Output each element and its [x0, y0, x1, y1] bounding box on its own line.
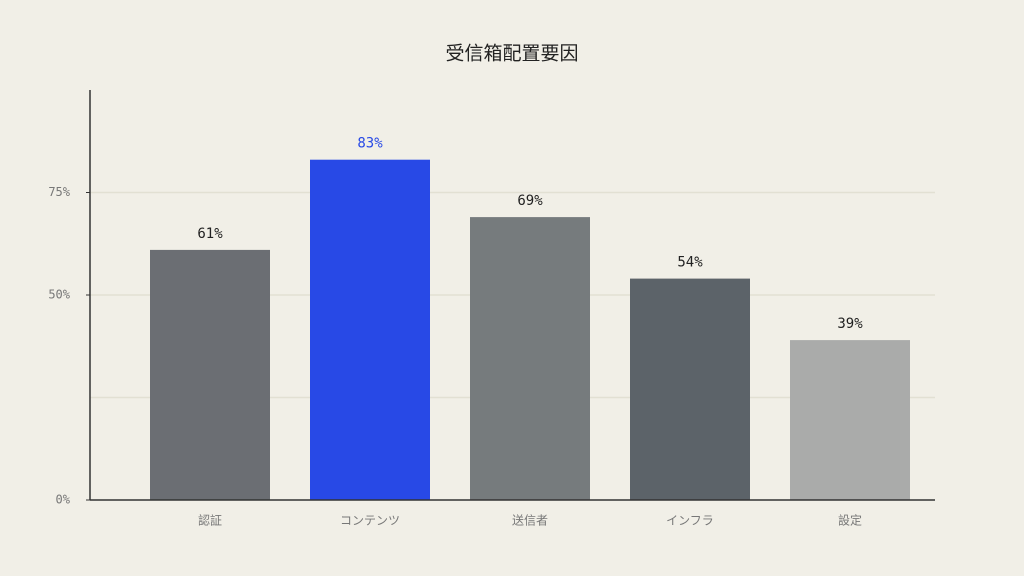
value-label: 69%	[517, 193, 543, 209]
bar	[790, 340, 910, 500]
bar	[630, 278, 750, 500]
y-tick-label: 0%	[56, 493, 71, 507]
chart-title: 受信箱配置要因	[445, 43, 578, 65]
y-tick-label: 50%	[48, 288, 70, 302]
x-tick-label: 設定	[838, 513, 862, 528]
bar	[150, 249, 270, 500]
bar	[310, 159, 430, 500]
x-tick-label: 送信者	[512, 513, 548, 528]
bar	[470, 217, 590, 500]
value-label: 54%	[677, 255, 703, 271]
y-tick-label: 75%	[48, 185, 70, 199]
x-tick-label: 認証	[198, 513, 222, 528]
value-label: 61%	[197, 226, 223, 242]
x-tick-label: インフラ	[666, 514, 714, 528]
x-tick-label: コンテンツ	[340, 514, 400, 528]
value-label: 83%	[357, 136, 383, 152]
value-label: 39%	[837, 316, 863, 332]
